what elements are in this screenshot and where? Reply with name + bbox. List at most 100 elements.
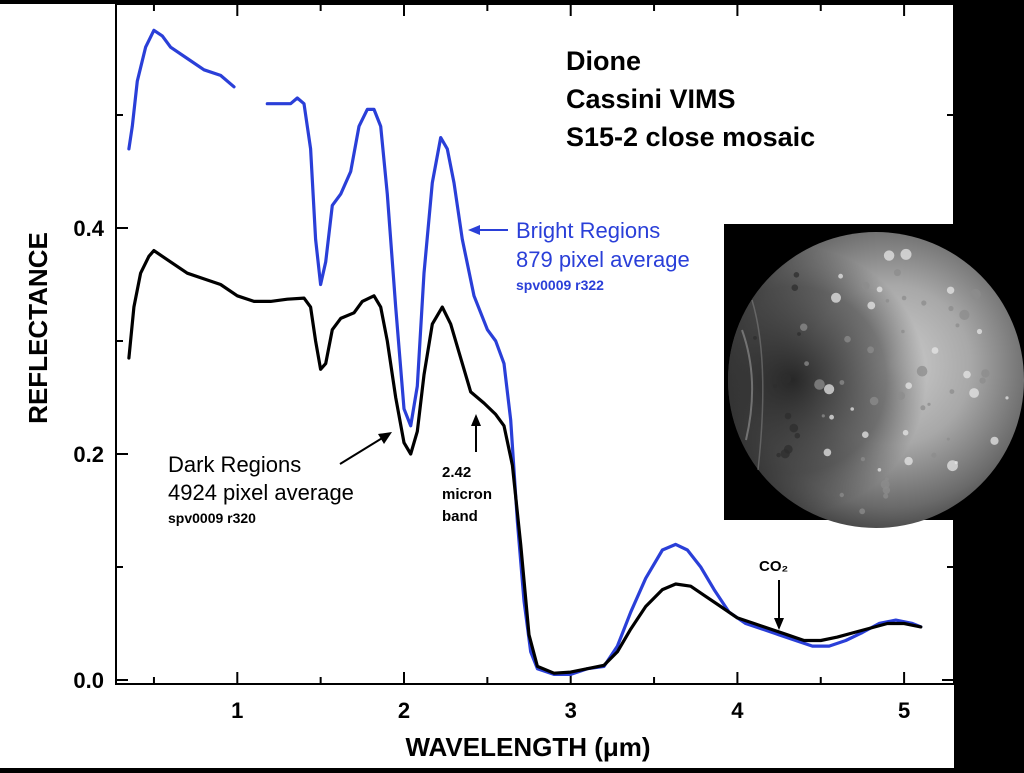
ylabel-background bbox=[0, 4, 116, 768]
xlabel-background bbox=[116, 684, 954, 768]
surface-spot bbox=[753, 336, 757, 340]
dark-label-arrow bbox=[339, 436, 385, 465]
surface-spot bbox=[861, 281, 870, 290]
surface-spot bbox=[773, 384, 778, 389]
co2-arrowhead bbox=[774, 618, 784, 630]
surface-spot bbox=[850, 407, 854, 411]
surface-spot bbox=[862, 431, 869, 439]
bright-regions-line bbox=[127, 28, 236, 151]
surface-spot bbox=[780, 449, 790, 459]
x-tick-label: 3 bbox=[565, 698, 577, 723]
surface-ridge bbox=[741, 329, 754, 441]
surface-spot bbox=[946, 437, 950, 441]
bright-series-label: Bright Regions 879 pixel average spv0009… bbox=[468, 218, 690, 293]
surface-spot bbox=[831, 292, 841, 303]
bright-label-arrowhead bbox=[468, 225, 480, 235]
surface-spot bbox=[916, 365, 928, 377]
axis-ticks bbox=[116, 1, 954, 684]
dark-label-line-1: Dark Regions bbox=[168, 452, 301, 477]
surface-spot bbox=[979, 377, 986, 384]
surface-spot bbox=[829, 414, 834, 420]
surface-spot bbox=[791, 284, 799, 292]
y-tick-label: 0.4 bbox=[73, 216, 104, 241]
axis-tick-labels: 1 2 3 4 5 0.0 0.2 0.4 bbox=[73, 216, 910, 723]
co2-label: CO₂ bbox=[759, 558, 788, 575]
title-line-1: Dione bbox=[566, 46, 641, 76]
surface-spot bbox=[839, 380, 845, 385]
surface-spot bbox=[869, 396, 879, 406]
co2-annotation: CO₂ bbox=[759, 558, 788, 630]
surface-spot bbox=[947, 460, 958, 472]
surface-spot bbox=[794, 432, 801, 439]
band-label-line-2: micron bbox=[442, 486, 492, 503]
dark-series-label: Dark Regions 4924 pixel average spv0009 … bbox=[168, 432, 392, 526]
surface-spot bbox=[814, 379, 825, 390]
surface-spot bbox=[905, 382, 912, 390]
surface-spot bbox=[821, 414, 825, 418]
band-annotation: 2.42 micron band bbox=[442, 414, 492, 525]
bright-sublabel: spv0009 r322 bbox=[516, 277, 604, 293]
surface-spot bbox=[883, 250, 895, 261]
series-lines bbox=[127, 28, 923, 677]
surface-spot bbox=[959, 309, 970, 320]
surface-spot bbox=[784, 412, 792, 420]
surface-spot bbox=[804, 361, 809, 366]
surface-spot bbox=[781, 373, 792, 384]
bright-label-line-1: Bright Regions bbox=[516, 218, 660, 243]
surface-spot bbox=[860, 457, 866, 462]
y-tick-label: 0.2 bbox=[73, 442, 104, 467]
band-label-line-3: band bbox=[442, 508, 478, 525]
dione-image-panel bbox=[724, 224, 1024, 528]
surface-spot bbox=[901, 329, 905, 334]
surface-spot bbox=[927, 402, 931, 406]
surface-spot bbox=[797, 332, 801, 336]
surface-spot bbox=[901, 295, 907, 301]
dark-regions-line bbox=[127, 249, 923, 675]
surface-spot bbox=[885, 299, 890, 303]
surface-spot bbox=[793, 272, 800, 278]
surface-spot bbox=[880, 479, 890, 489]
dark-label-arrowhead bbox=[378, 432, 392, 444]
bright-regions-line bbox=[265, 96, 923, 677]
surface-spot bbox=[789, 423, 799, 433]
surface-spot bbox=[969, 388, 979, 398]
surface-spot bbox=[976, 328, 983, 335]
surface-spot bbox=[946, 286, 955, 294]
dark-sublabel: spv0009 r320 bbox=[168, 510, 256, 526]
surface-spot bbox=[931, 347, 939, 354]
surface-spot bbox=[876, 286, 883, 293]
band-arrowhead bbox=[471, 414, 481, 426]
surface-spot bbox=[900, 248, 912, 260]
title-line-3: S15-2 close mosaic bbox=[566, 122, 815, 152]
x-tick-label: 1 bbox=[231, 698, 243, 723]
surface-spot bbox=[902, 429, 909, 436]
surface-spot bbox=[990, 436, 999, 445]
x-tick-label: 2 bbox=[398, 698, 410, 723]
surface-spot bbox=[904, 456, 913, 466]
surface-spot bbox=[921, 300, 927, 306]
x-tick-label: 5 bbox=[898, 698, 910, 723]
x-tick-label: 4 bbox=[731, 698, 744, 723]
surface-spot bbox=[859, 508, 866, 515]
title-line-2: Cassini VIMS bbox=[566, 84, 736, 114]
surface-spot bbox=[823, 448, 832, 457]
surface-spot bbox=[877, 468, 882, 472]
dione-surface-features bbox=[741, 248, 1009, 515]
dark-label-line-2: 4924 pixel average bbox=[168, 480, 354, 505]
y-axis-label: REFLECTANCE bbox=[23, 232, 53, 424]
surface-spot bbox=[963, 370, 971, 379]
surface-spot bbox=[893, 269, 901, 277]
surface-spot bbox=[955, 323, 960, 328]
surface-spot bbox=[949, 389, 955, 394]
y-tick-label: 0.0 bbox=[73, 668, 104, 693]
band-label-line-1: 2.42 bbox=[442, 464, 471, 481]
x-axis-label: WAVELENGTH (μm) bbox=[405, 732, 650, 762]
surface-spot bbox=[970, 288, 981, 300]
surface-spot bbox=[1005, 396, 1009, 400]
surface-spot bbox=[800, 323, 808, 331]
surface-spot bbox=[838, 273, 843, 279]
bright-label-line-2: 879 pixel average bbox=[516, 247, 690, 272]
surface-spot bbox=[896, 391, 906, 400]
